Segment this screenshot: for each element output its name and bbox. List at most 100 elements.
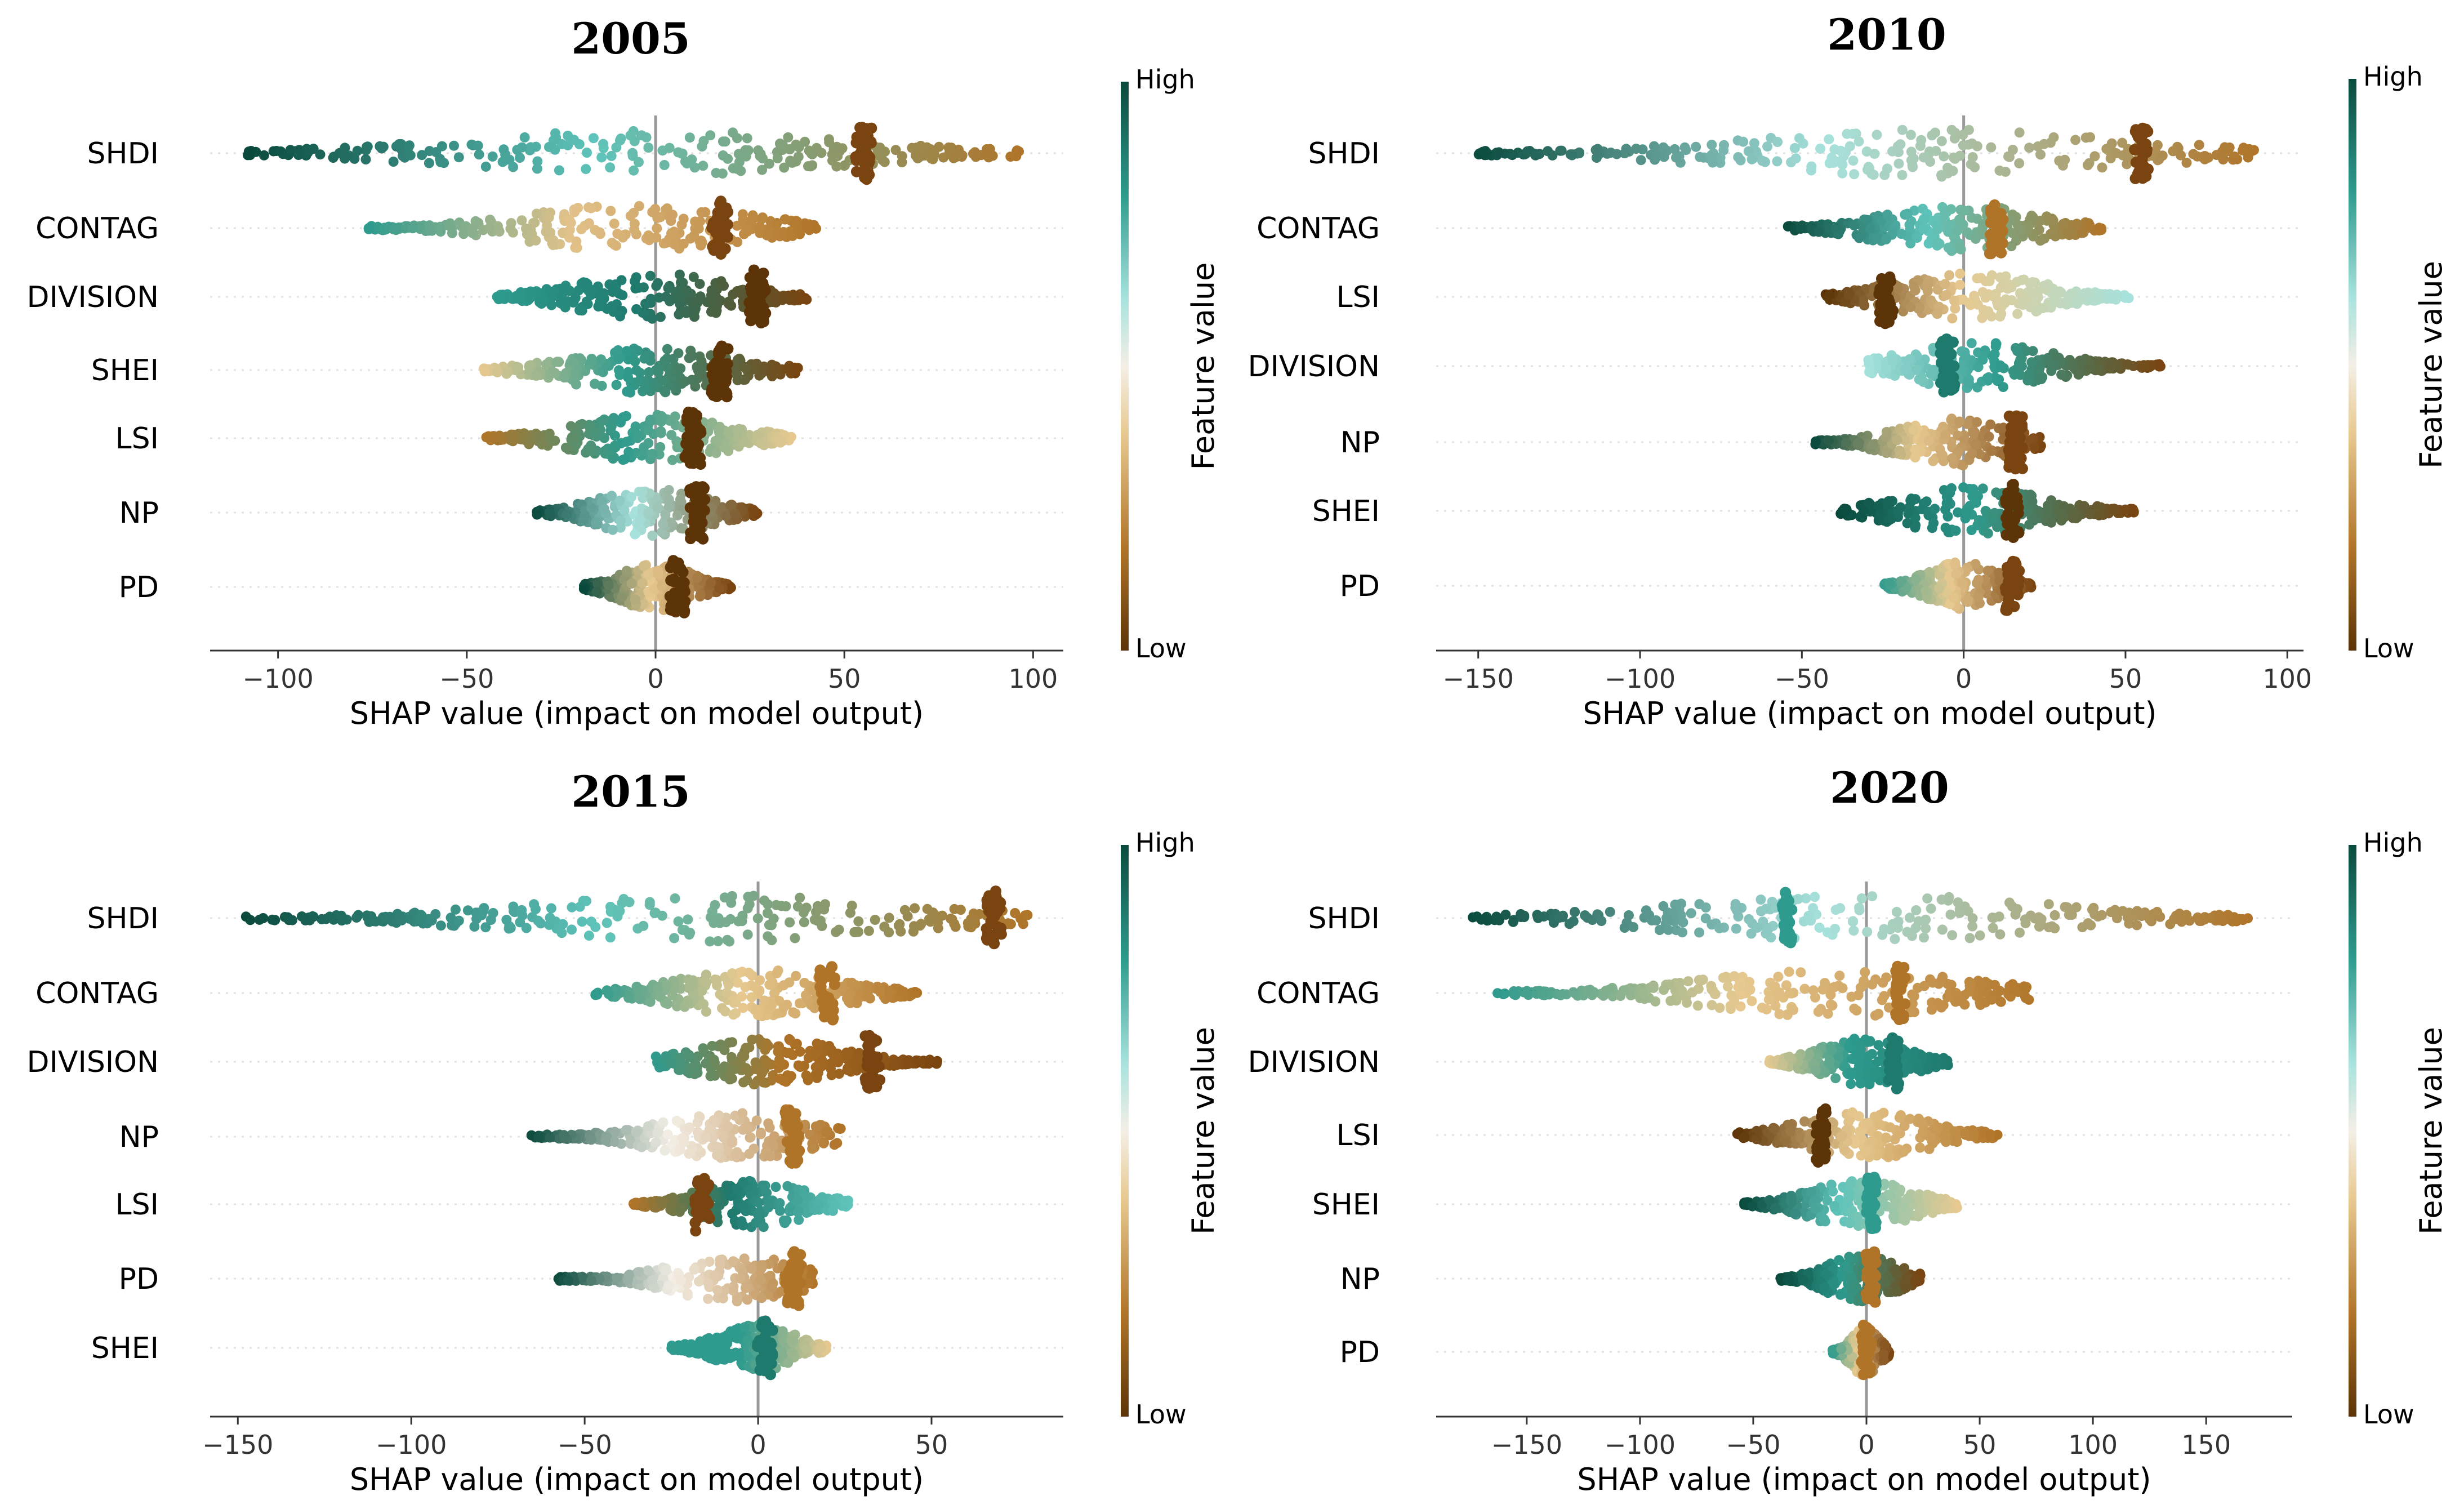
shap-point [435, 920, 446, 931]
shap-point [1958, 140, 1968, 151]
shap-point [698, 482, 710, 494]
shap-point [2045, 359, 2056, 370]
shap-point [1631, 144, 1642, 154]
shap-point [874, 147, 885, 158]
shap-point [741, 362, 751, 372]
shap-point [714, 198, 725, 210]
shap-point [2120, 505, 2131, 516]
shap-point [1938, 386, 1950, 398]
x-tick-label: −50 [439, 664, 494, 694]
shap-point [758, 268, 769, 279]
shap-point [690, 304, 701, 314]
shap-point [711, 305, 722, 316]
shap-point [675, 563, 687, 575]
shap-point [678, 238, 689, 249]
shap-point [671, 385, 681, 396]
shap-point [258, 913, 269, 923]
shap-point [1908, 425, 1919, 435]
shap-point [547, 288, 558, 299]
shap-point [772, 217, 782, 228]
shap-point [1824, 134, 1834, 145]
shap-point [665, 600, 677, 612]
shap-point [685, 977, 696, 987]
shap-point [1887, 354, 1898, 364]
shap-point [667, 455, 678, 465]
shap-point [954, 148, 965, 158]
shap-point [792, 363, 803, 373]
shap-point [1926, 369, 1936, 380]
shap-point [647, 313, 658, 324]
shap-point [586, 203, 596, 213]
shap-point [2024, 143, 2035, 153]
shap-point [1991, 373, 2002, 384]
shap-point [336, 911, 346, 922]
shap-point [1980, 292, 1991, 303]
shap-point [974, 909, 984, 919]
shap-point [799, 977, 810, 988]
shap-point [2004, 444, 2015, 456]
shap-point [583, 218, 594, 229]
shap-point [632, 983, 643, 994]
shap-point [1881, 448, 1892, 458]
shap-point [770, 292, 781, 302]
shap-point [2015, 354, 2026, 365]
shap-point [1795, 224, 1806, 234]
shap-point [2140, 361, 2151, 372]
shap-point [679, 585, 690, 597]
shap-point [581, 296, 592, 307]
shap-point [619, 505, 630, 515]
shap-point [590, 428, 601, 439]
shap-point [631, 304, 641, 314]
shap-point [599, 504, 609, 514]
shap-point [1958, 206, 1969, 216]
shap-point [436, 141, 447, 152]
shap-point [2014, 127, 2025, 138]
shap-point [1999, 582, 2011, 594]
shap-point [687, 350, 698, 361]
shap-point [294, 145, 305, 155]
shap-point [1706, 140, 1717, 150]
shap-point [590, 379, 600, 389]
shap-point [767, 1000, 777, 1011]
shap-point [875, 983, 885, 993]
shap-point [484, 223, 494, 234]
shap-point [687, 154, 697, 165]
shap-point [603, 989, 614, 999]
shap-point [623, 447, 634, 457]
shap-point [618, 232, 628, 243]
shap-point [787, 157, 797, 168]
shap-point [2084, 362, 2095, 372]
shap-point [1860, 215, 1870, 225]
shap-point [2094, 510, 2105, 520]
shap-point [719, 442, 730, 453]
shap-point [505, 224, 516, 234]
shap-point [670, 411, 680, 422]
shap-point [1950, 303, 1960, 314]
shap-point [639, 442, 649, 453]
shap-point [603, 580, 614, 591]
shap-point [2152, 140, 2163, 150]
shap-point [1914, 302, 1924, 313]
shap-point [724, 299, 734, 309]
shap-point [2084, 220, 2095, 230]
shap-point [655, 311, 666, 322]
shap-point [2011, 578, 2023, 590]
shap-point [545, 507, 555, 518]
shap-point [2066, 288, 2077, 299]
shap-point [2088, 295, 2098, 306]
shap-point [556, 928, 567, 938]
shap-point [850, 151, 862, 163]
shap-point [2007, 529, 2019, 541]
shap-point [1982, 373, 1993, 384]
shap-point [773, 230, 784, 241]
shap-point [870, 915, 880, 925]
shap-point [719, 281, 729, 291]
shap-point [1866, 168, 1877, 179]
colorbar-low-label: Low [1135, 633, 1187, 664]
shap-point [647, 531, 658, 541]
shap-point [710, 357, 722, 368]
feature-label: NP [1340, 426, 1380, 460]
shap-point [426, 225, 437, 236]
shap-point [934, 141, 944, 152]
